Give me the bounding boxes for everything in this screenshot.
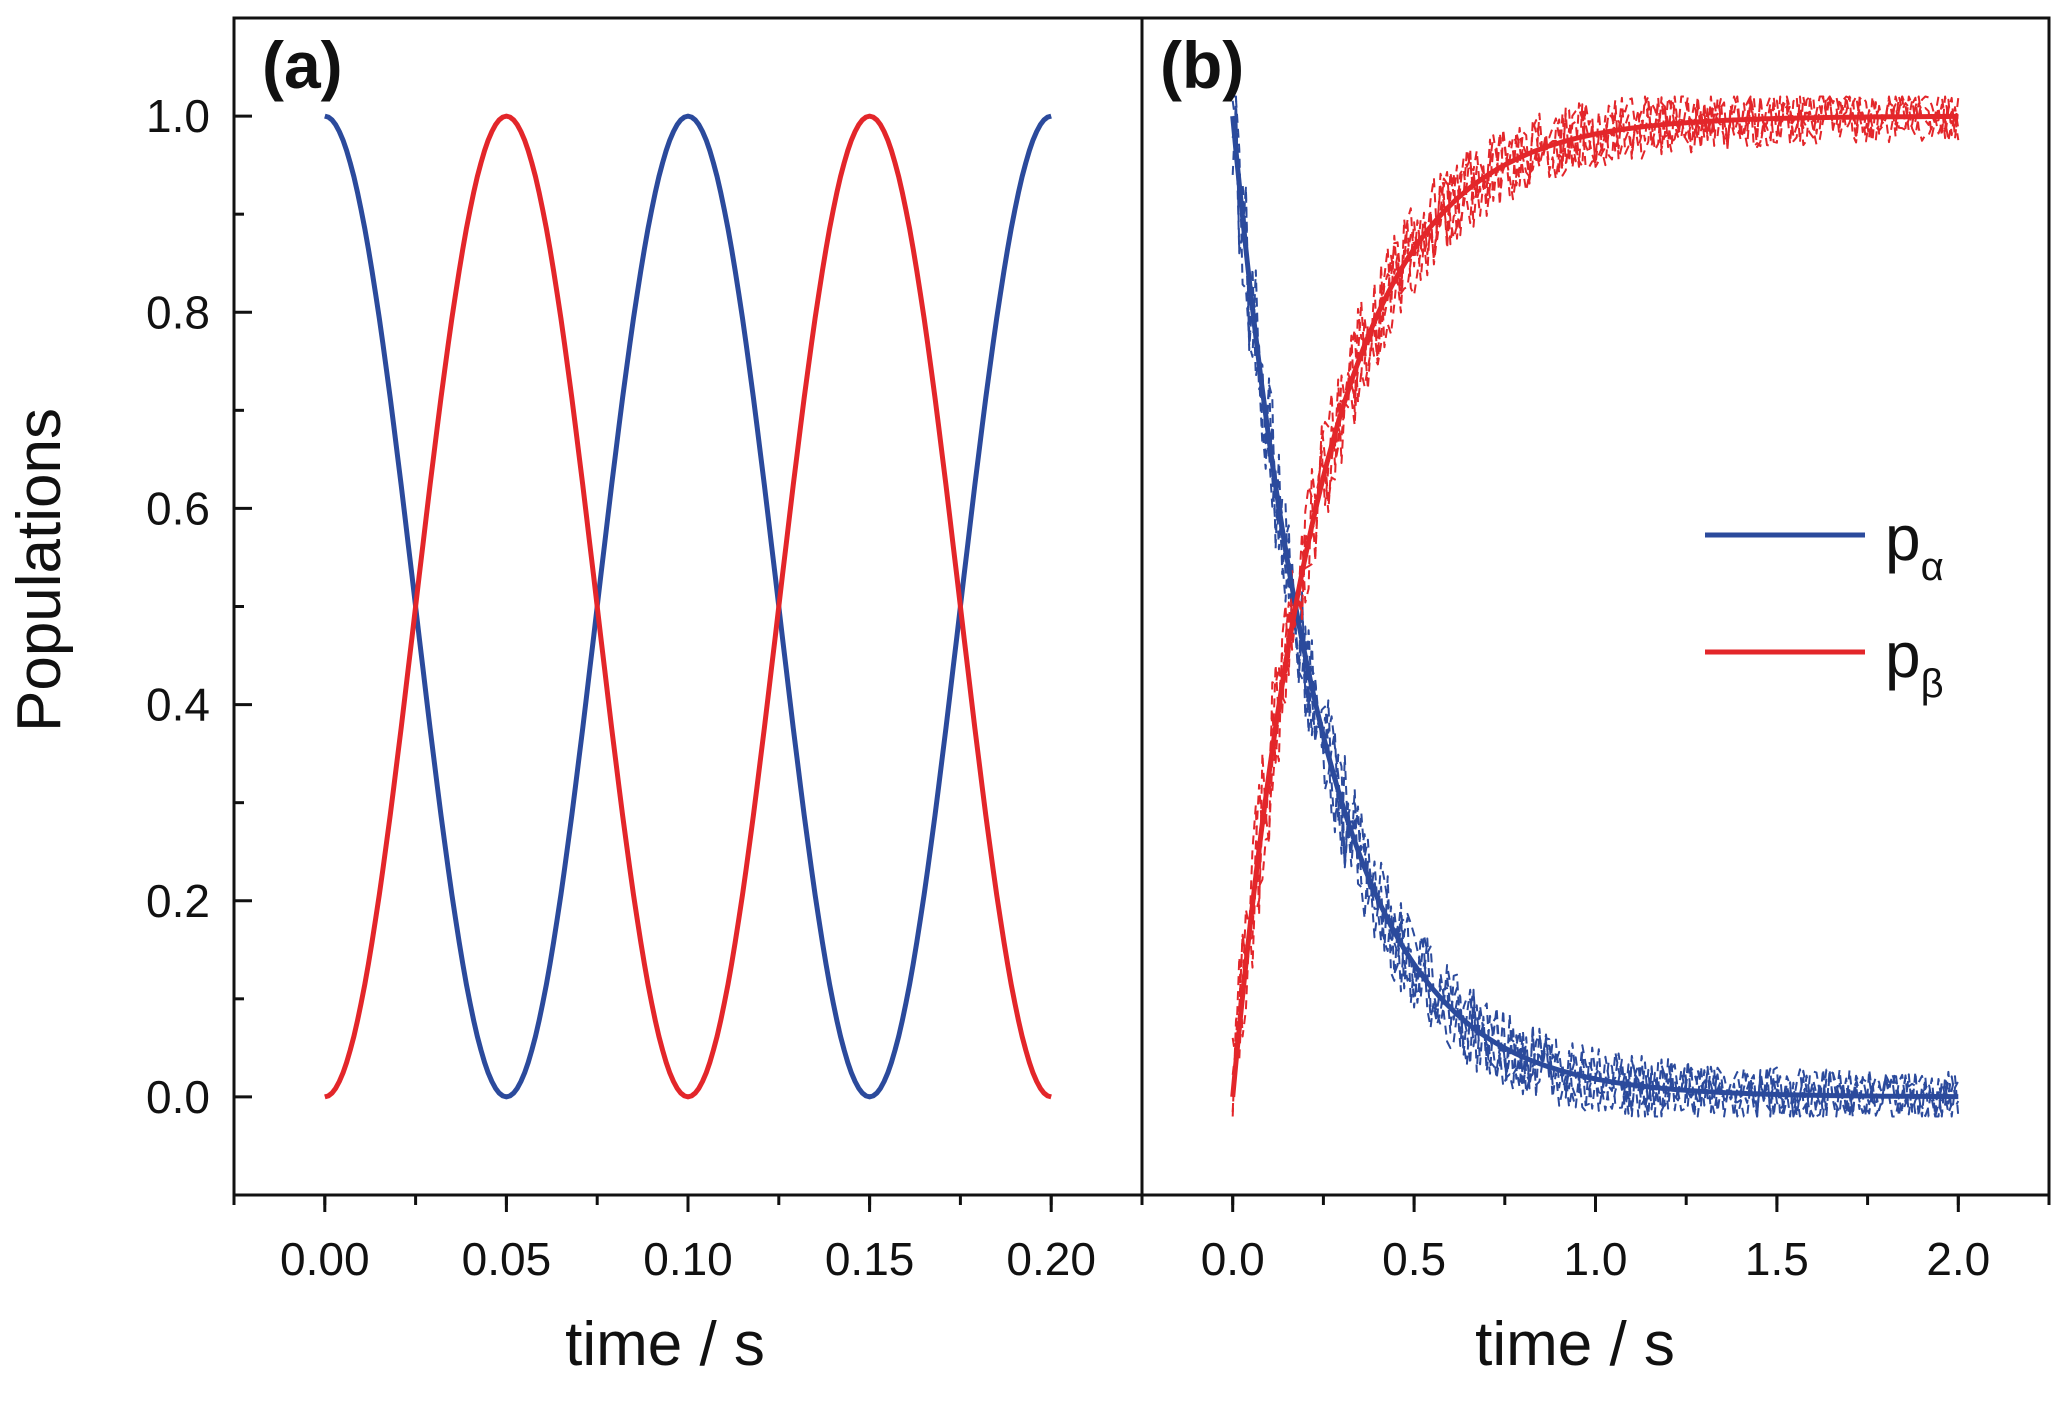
x-tick-label: 2.0	[1926, 1233, 1990, 1285]
series-line-p-beta	[1231, 95, 1960, 1117]
series-line-p-beta	[1231, 95, 1960, 1062]
series-line-p-alpha	[1231, 100, 1960, 1118]
panel-b-x-axis-title: time / s	[1475, 1310, 1675, 1379]
panel-b-ticks: 0.0 0.5 1.0 1.5 2.0	[1140, 1195, 2051, 1285]
y-tick-label: 0.4	[146, 679, 210, 731]
series-line-p-alpha	[1232, 95, 1960, 1118]
series-line-p-alpha	[1231, 98, 1960, 1118]
series-line-p-beta	[1231, 95, 1960, 1076]
y-tick-label: 0.0	[146, 1071, 210, 1123]
series-line-p-beta	[1230, 113, 1959, 1098]
x-tick-label: 0.0	[1201, 1233, 1265, 1285]
panel-a-x-axis-title: time / s	[565, 1310, 765, 1379]
panel-b: 0.0 0.5 1.0 1.5 2.0 (b) time / s pα pβ	[1140, 28, 2051, 1379]
x-tick-label: 0.5	[1382, 1233, 1446, 1285]
legend-label-p-alpha: pα	[1885, 502, 1944, 589]
panel-b-series	[1230, 95, 1960, 1118]
y-tick-label: 1.0	[146, 90, 210, 142]
panel-a: 0.0 0.2 0.4 0.6 0.8 1.0 0.00 0.05 0.10 0.15 0.20 (…	[146, 28, 1144, 1379]
x-tick-label: 0.10	[643, 1233, 733, 1285]
legend: pα pβ	[1705, 502, 1944, 706]
x-tick-label: 1.5	[1745, 1233, 1809, 1285]
x-tick-label: 0.15	[825, 1233, 915, 1285]
series-line-p-alpha	[1230, 115, 1959, 1100]
panel-a-label: (a)	[262, 28, 343, 102]
x-tick-label: 1.0	[1564, 1233, 1628, 1285]
y-tick-label: 0.6	[146, 482, 210, 534]
panel-b-label: (b)	[1160, 28, 1244, 102]
y-axis-title: Populations	[5, 408, 74, 732]
y-tick-label: 0.2	[146, 875, 210, 927]
x-tick-label: 0.00	[280, 1233, 370, 1285]
series-line-p-beta	[324, 113, 1052, 1100]
series-line-p-alpha	[1231, 111, 1960, 1118]
series-line-p-beta	[1231, 95, 1960, 1113]
series-line-p-alpha	[324, 113, 1052, 1100]
legend-label-p-beta: pβ	[1885, 619, 1944, 706]
panel-a-series	[324, 113, 1052, 1100]
x-tick-label: 0.20	[1006, 1233, 1096, 1285]
x-tick-label: 0.05	[462, 1233, 552, 1285]
panel-a-ticks: 0.0 0.2 0.4 0.6 0.8 1.0 0.00 0.05 0.10 0.15 0.20	[146, 90, 1144, 1285]
y-tick-label: 0.8	[146, 286, 210, 338]
